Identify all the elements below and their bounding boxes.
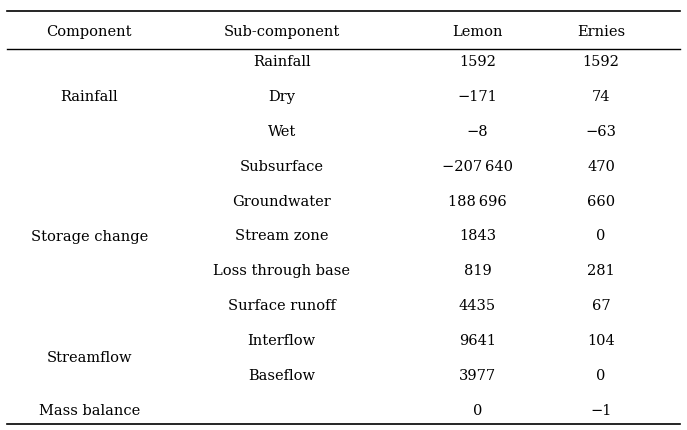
Text: Storage change: Storage change	[31, 230, 148, 243]
Text: 0: 0	[596, 230, 606, 243]
Text: 4435: 4435	[459, 299, 496, 313]
Text: 3977: 3977	[459, 369, 496, 383]
Text: 0: 0	[473, 404, 482, 418]
Text: Baseflow: Baseflow	[248, 369, 315, 383]
Text: Lemon: Lemon	[452, 25, 503, 39]
Text: 0: 0	[596, 369, 606, 383]
Text: −1: −1	[590, 404, 612, 418]
Text: Sub-component: Sub-component	[223, 25, 340, 39]
Text: 470: 470	[587, 160, 615, 174]
Text: Subsurface: Subsurface	[240, 160, 324, 174]
Text: Ernies: Ernies	[577, 25, 625, 39]
Text: Streamflow: Streamflow	[47, 351, 132, 366]
Text: 67: 67	[592, 299, 611, 313]
Text: Component: Component	[47, 25, 132, 39]
Text: 1592: 1592	[459, 55, 496, 69]
Text: 660: 660	[587, 195, 615, 209]
Text: Rainfall: Rainfall	[253, 55, 311, 69]
Text: −207 640: −207 640	[442, 160, 513, 174]
Text: Stream zone: Stream zone	[235, 230, 328, 243]
Text: Mass balance: Mass balance	[38, 404, 140, 418]
Text: −63: −63	[585, 125, 617, 139]
Text: 819: 819	[464, 264, 491, 278]
Text: −8: −8	[466, 125, 488, 139]
Text: Surface runoff: Surface runoff	[227, 299, 336, 313]
Text: 9641: 9641	[459, 334, 496, 348]
Text: −171: −171	[458, 90, 497, 104]
Text: Loss through base: Loss through base	[213, 264, 350, 278]
Text: 104: 104	[587, 334, 615, 348]
Text: 188 696: 188 696	[448, 195, 507, 209]
Text: 1592: 1592	[583, 55, 620, 69]
Text: 281: 281	[587, 264, 615, 278]
Text: 1843: 1843	[459, 230, 496, 243]
Text: Wet: Wet	[267, 125, 296, 139]
Text: Rainfall: Rainfall	[60, 90, 118, 104]
Text: Dry: Dry	[268, 90, 295, 104]
Text: 74: 74	[592, 90, 610, 104]
Text: Interflow: Interflow	[247, 334, 316, 348]
Text: Groundwater: Groundwater	[232, 195, 331, 209]
